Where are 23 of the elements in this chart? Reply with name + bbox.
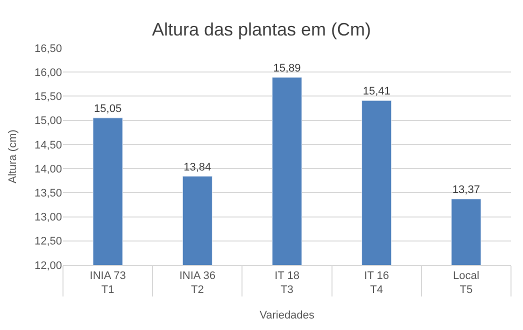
y-tick-label: 16,00 [34, 66, 62, 79]
y-tick-label: 13,00 [34, 212, 62, 224]
y-tick-label: 12,00 [34, 260, 62, 272]
category-label: INIA 36 T2 [179, 270, 216, 296]
y-tick-label: 16,50 [34, 42, 62, 55]
y-tick-label: 13,50 [34, 188, 62, 200]
data-label: 15,89 [273, 62, 301, 74]
data-label: 15,41 [362, 86, 390, 98]
x-axis-title: Variedades [260, 309, 315, 322]
category-label: IT 18 T3 [274, 270, 300, 296]
category-label: INIA 73 T1 [90, 270, 126, 296]
y-tick-label: 12,50 [34, 236, 62, 248]
data-label: 15,05 [94, 102, 122, 115]
data-label: 13,37 [452, 184, 480, 196]
y-tick-label: 14,00 [34, 163, 62, 176]
chart-title: Altura das plantas em (Cm) [152, 20, 372, 40]
y-tick-label: 15,00 [34, 115, 62, 128]
data-label: 13,84 [184, 161, 212, 174]
category-label: IT 16 T4 [364, 270, 390, 296]
category-label: Local T5 [453, 270, 480, 296]
y-tick-label: 15,50 [34, 91, 62, 104]
y-axis-title: Altura (cm) [7, 130, 20, 184]
y-tick-label: 14,50 [34, 139, 62, 152]
